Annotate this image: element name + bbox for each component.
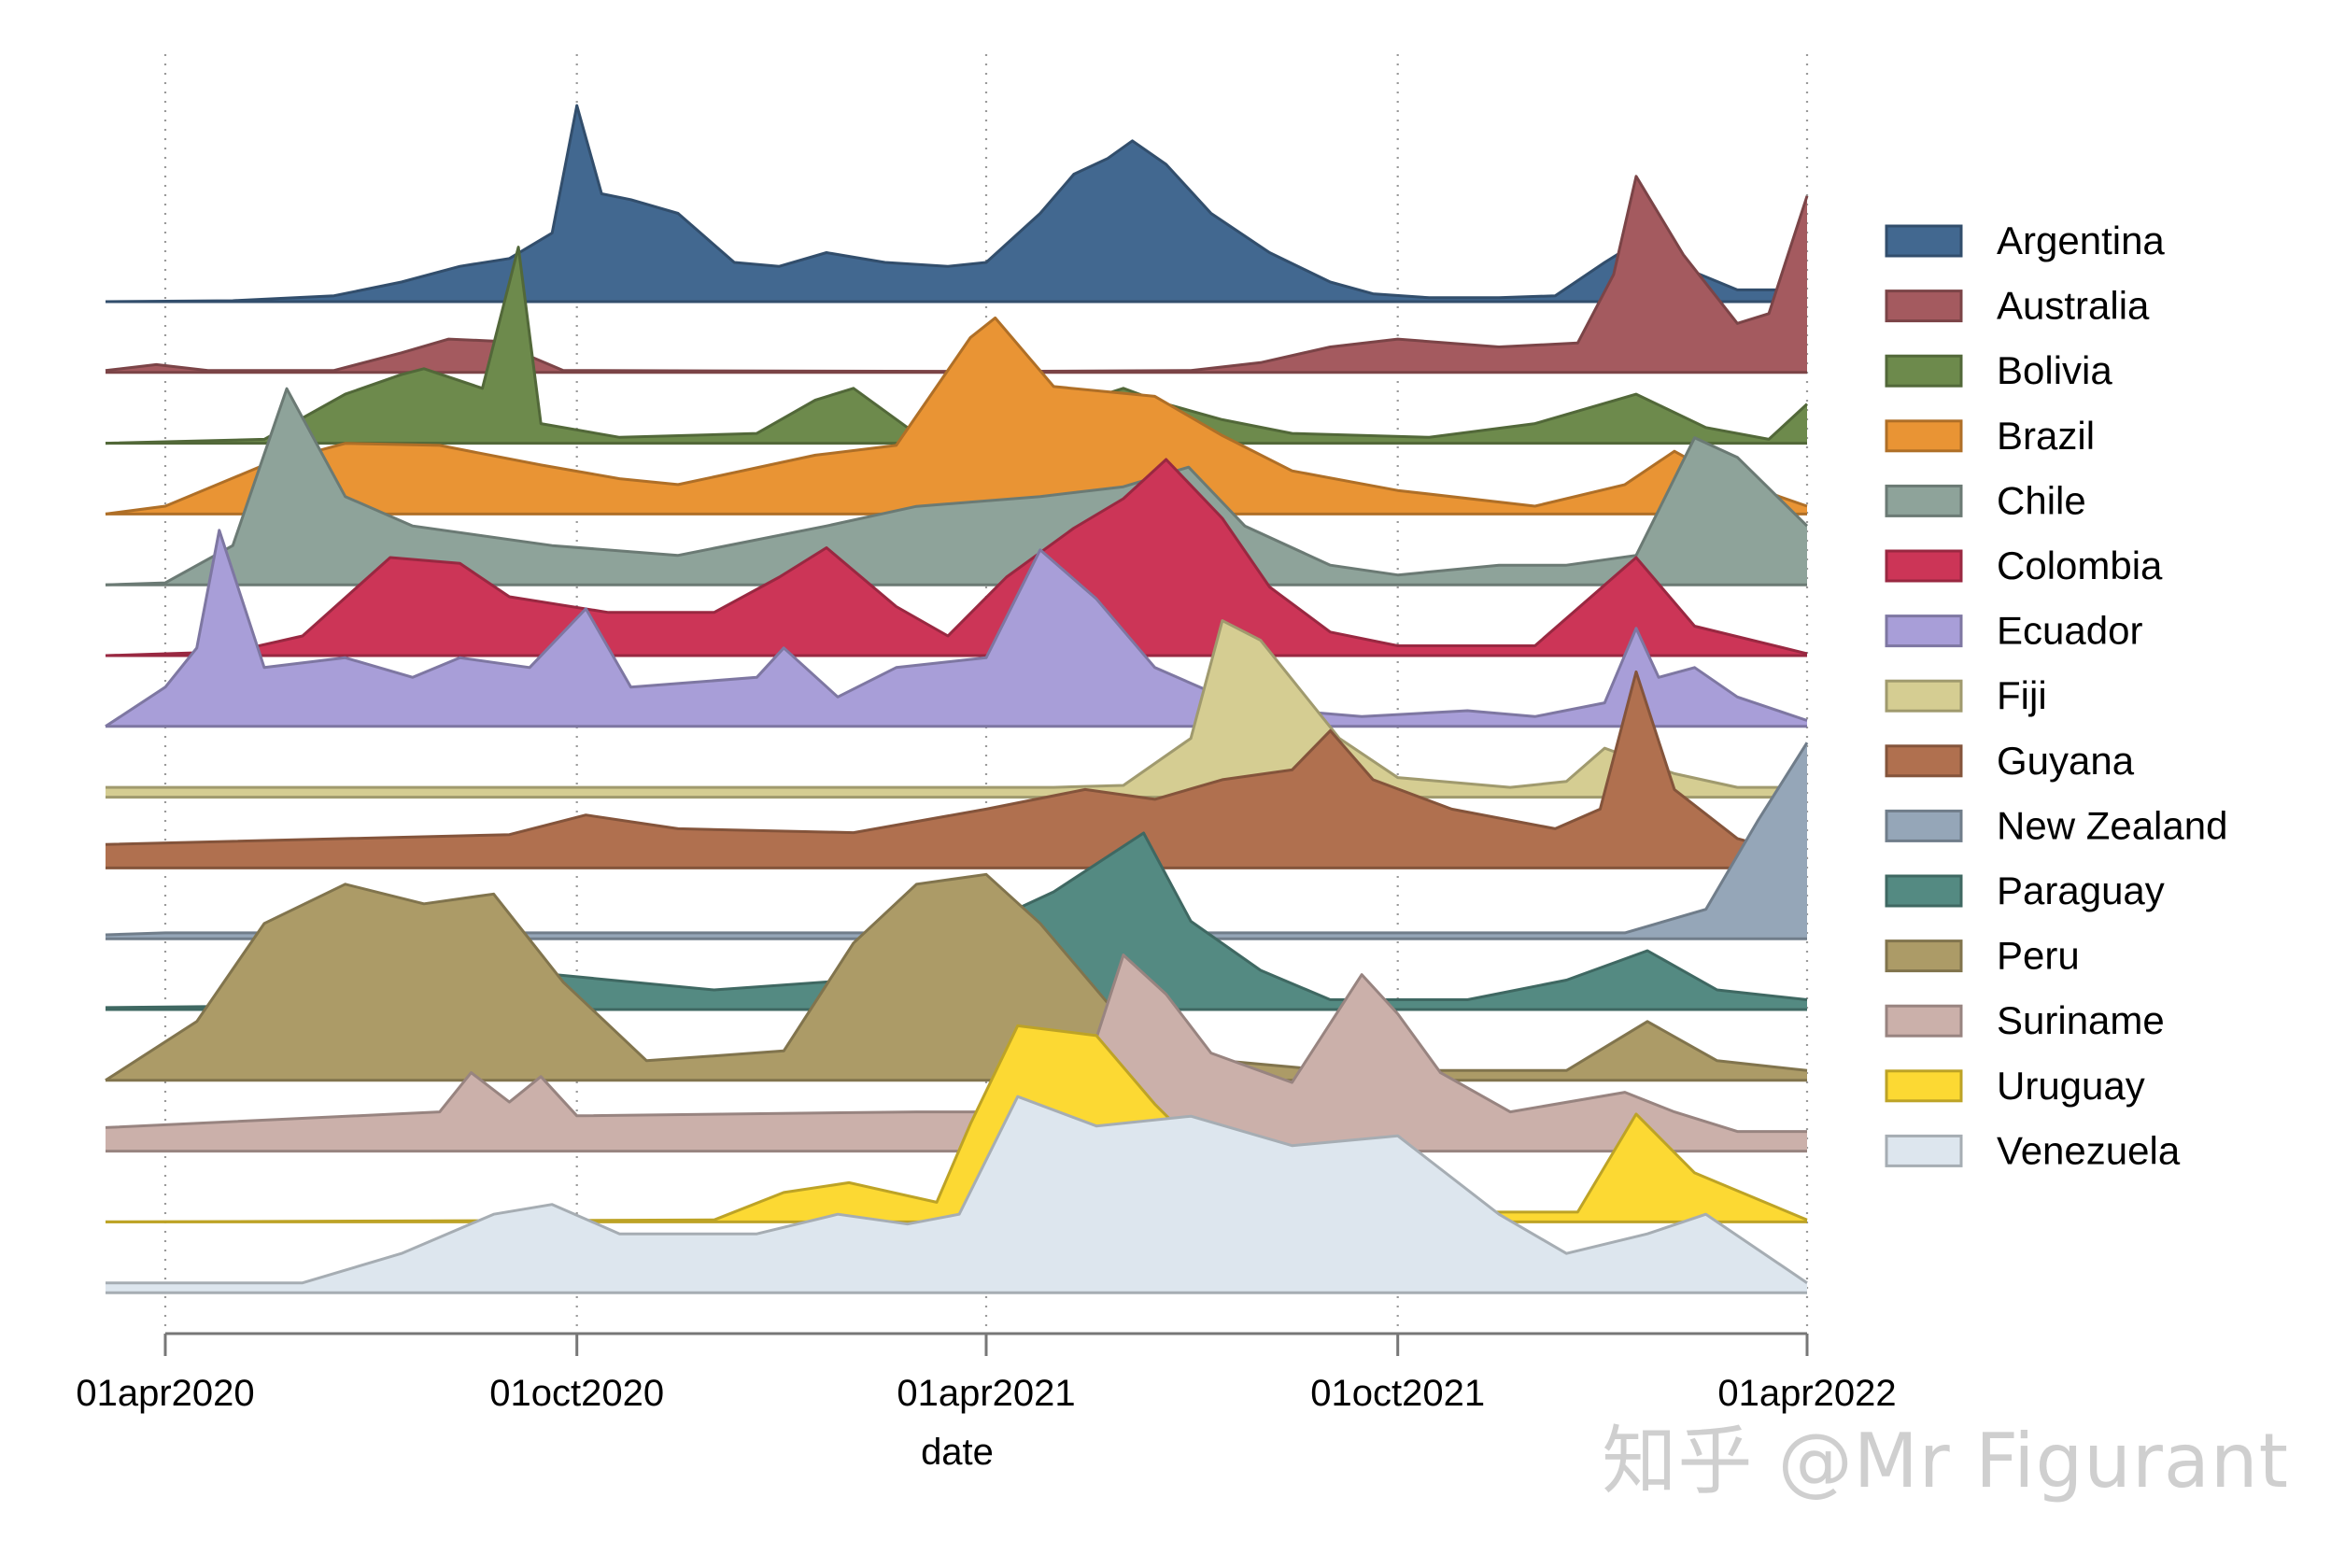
ridge-series-group	[105, 104, 1809, 1294]
legend-label-chile: Chile	[1997, 478, 2086, 522]
legend-swatch-brazil	[1885, 419, 1963, 453]
ridge-outline-peru	[105, 872, 1808, 1082]
ridge-area-guyana	[106, 671, 1807, 869]
legend-label-argentina: Argentina	[1997, 219, 2165, 262]
x-tick-label-01apr2020: 01apr2020	[76, 1373, 254, 1414]
ridge-area-ecuador	[106, 530, 1807, 727]
legend-swatch-new-zealand	[1885, 809, 1963, 842]
legend-item-ecuador: Ecuador	[1885, 609, 2142, 653]
ridge-outline-suriname	[105, 954, 1807, 1134]
legend-item-argentina: Argentina	[1885, 219, 2165, 262]
ridge-outline-colombia	[105, 458, 1808, 657]
watermark: 知乎 @Mr Figurant	[1602, 1418, 2289, 1504]
ridge-area-brazil	[106, 318, 1807, 515]
ridge-argentina	[105, 104, 1807, 304]
ridge-area-colombia	[106, 459, 1807, 656]
ridge-guyana	[105, 670, 1808, 869]
ridge-outline-guyana	[105, 670, 1808, 860]
legend-label-fiji: Fiji	[1997, 673, 2047, 717]
ridge-suriname	[105, 954, 1807, 1153]
x-tick-label-01oct2021: 01oct2021	[1310, 1373, 1485, 1414]
legend-swatch-guyana	[1885, 744, 1963, 778]
legend-item-new-zealand: New Zealand	[1885, 803, 2227, 847]
ridge-ecuador	[105, 529, 1808, 728]
ridge-area-argentina	[106, 106, 1792, 302]
legend-swatch-paraguay	[1885, 874, 1963, 908]
x-axis: 01apr2020 01oct2020 01apr2021 01oct2021 01ap…	[76, 1332, 1897, 1414]
legend-label-guyana: Guyana	[1997, 739, 2135, 783]
x-axis-title: date	[921, 1432, 994, 1473]
ridge-peru	[105, 872, 1808, 1082]
legend-item-venezuela: Venezuela	[1885, 1128, 2181, 1172]
ridge-venezuela	[106, 1095, 1808, 1294]
ridge-area-bolivia	[106, 247, 1807, 444]
ridge-outline-uruguay	[105, 1024, 1808, 1223]
legend-label-bolivia: Bolivia	[1997, 348, 2112, 392]
legend-label-new-zealand: New Zealand	[1997, 803, 2227, 847]
legend-item-guyana: Guyana	[1885, 739, 2135, 783]
legend-item-australia: Australia	[1885, 284, 2150, 328]
legend-item-bolivia: Bolivia	[1885, 348, 2112, 392]
ridge-outline-chile	[105, 387, 1809, 586]
legend-item-paraguay: Paraguay	[1885, 869, 2165, 912]
legend-swatch-colombia	[1885, 549, 1963, 583]
ridge-colombia	[105, 458, 1808, 657]
legend-label-colombia: Colombia	[1997, 544, 2163, 587]
ridge-outline-new-zealand	[105, 742, 1809, 937]
legend-label-peru: Peru	[1997, 934, 2080, 978]
legend-item-fiji: Fiji	[1885, 673, 2047, 717]
legend-swatch-venezuela	[1885, 1134, 1963, 1167]
legend-item-suriname: Suriname	[1885, 998, 2165, 1042]
x-tick-label-01oct2020: 01oct2020	[489, 1373, 664, 1414]
legend-swatch-bolivia	[1885, 354, 1963, 388]
ridge-outline-brazil	[105, 316, 1808, 516]
legend-swatch-argentina	[1885, 224, 1963, 258]
ridge-area-australia	[106, 176, 1807, 373]
legend-swatch-peru	[1885, 939, 1963, 973]
ridge-area-peru	[106, 874, 1807, 1081]
ridge-area-suriname	[106, 954, 1807, 1151]
ridge-area-uruguay	[106, 1025, 1807, 1222]
legend-label-uruguay: Uruguay	[1997, 1064, 2145, 1108]
ridge-outline-venezuela	[106, 1095, 1808, 1285]
legend-swatch-uruguay	[1885, 1069, 1963, 1103]
x-tick-label-01apr2022: 01apr2022	[1717, 1373, 1896, 1414]
ridge-outline-australia	[105, 175, 1809, 374]
legend-label-paraguay: Paraguay	[1997, 869, 2165, 912]
legend-swatch-suriname	[1885, 1004, 1963, 1038]
legend-label-suriname: Suriname	[1997, 998, 2165, 1042]
legend-item-peru: Peru	[1885, 934, 2080, 978]
x-tick-label-01apr2021: 01apr2021	[897, 1373, 1075, 1414]
legend-label-australia: Australia	[1997, 284, 2150, 328]
legend: Argentina Australia Bolivia Brazil Chile Colo…	[1885, 219, 2227, 1172]
ridge-area-venezuela	[106, 1096, 1807, 1293]
legend-swatch-ecuador	[1885, 614, 1963, 648]
legend-swatch-chile	[1885, 484, 1963, 517]
legend-swatch-fiji	[1885, 679, 1963, 713]
legend-item-colombia: Colombia	[1885, 544, 2163, 587]
legend-label-ecuador: Ecuador	[1997, 609, 2142, 653]
legend-item-uruguay: Uruguay	[1885, 1064, 2145, 1108]
legend-swatch-australia	[1885, 290, 1963, 323]
legend-item-chile: Chile	[1885, 478, 2086, 522]
ridge-outline-ecuador	[105, 529, 1808, 728]
ridge-outline-paraguay	[105, 831, 1808, 1010]
legend-label-venezuela: Venezuela	[1997, 1128, 2181, 1172]
legend-label-brazil: Brazil	[1997, 414, 2095, 458]
ridge-outline-argentina	[105, 104, 1792, 304]
legend-item-brazil: Brazil	[1885, 414, 2095, 458]
